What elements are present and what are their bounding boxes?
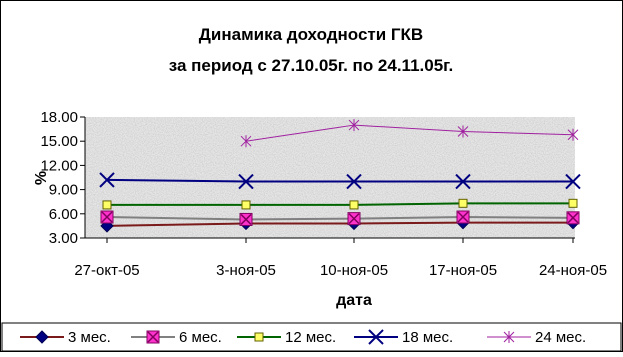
data-point-cross [101,211,113,223]
y-tick-label: 18.00 [40,109,78,126]
axes: 3.00 6.00 9.00 12.00 15.00 18.00 27-окт-05 3-но… [40,109,607,279]
data-point-cross [348,213,360,225]
plot-area [85,117,575,238]
legend-item: 12 мес. [237,329,336,346]
x-tick-label: 3-ноя-05 [216,262,276,279]
y-tick-label: 3.00 [49,230,78,247]
data-point-cross [567,212,579,224]
legend-label: 3 мес. [68,329,111,346]
data-point-x [368,329,384,345]
series-4 [240,119,579,148]
series-3 [99,172,581,190]
legend-label: 6 мес. [179,329,222,346]
data-point-square [254,332,264,342]
x-tick-label: 10-ноя-05 [320,262,388,279]
series-layer [99,119,581,233]
legend-label: 12 мес. [285,329,336,346]
data-point-x [455,173,471,190]
data-point-square [568,198,578,208]
y-tick-label: 6.00 [49,206,78,223]
legend-item: 6 мес. [131,329,222,346]
legend-label: 18 мес. [402,329,453,346]
y-tick-label: 15.00 [40,133,78,150]
legend-item: 24 мес. [487,329,586,346]
legend-item: 18 мес. [354,329,453,346]
data-point-cross [147,331,159,343]
x-axis-title: дата [336,292,372,309]
y-axis-title: % [33,171,50,185]
data-point-cross [457,211,469,223]
data-point-square [349,200,359,210]
data-point-x [346,173,362,190]
data-point-x [565,173,581,190]
data-point-square [241,200,251,210]
data-point-square [102,200,112,210]
y-tick-label: 9.00 [49,182,78,199]
data-point-cross [240,213,252,225]
chart-title-line-2: за период с 27.10.05г. по 24.11.05г. [169,56,454,75]
y-tick-label: 12.00 [40,157,78,174]
legend-label: 24 мес. [535,329,586,346]
data-point-x [238,173,254,190]
x-tick-label: 27-окт-05 [74,262,139,279]
legend: 3 мес. 6 мес. 12 мес. 18 мес. 24 мес. [20,329,586,346]
legend-item: 3 мес. [20,329,111,346]
series-2 [102,198,578,210]
x-tick-label: 24-ноя-05 [539,262,607,279]
data-point-square [458,198,468,208]
data-point-diamond [35,330,49,344]
x-tick-label: 17-ноя-05 [429,262,497,279]
series-line [245,124,574,142]
data-point-x [99,172,115,188]
series-1 [100,210,580,226]
chart-title-line-1: Динамика доходности ГКВ [199,25,423,44]
